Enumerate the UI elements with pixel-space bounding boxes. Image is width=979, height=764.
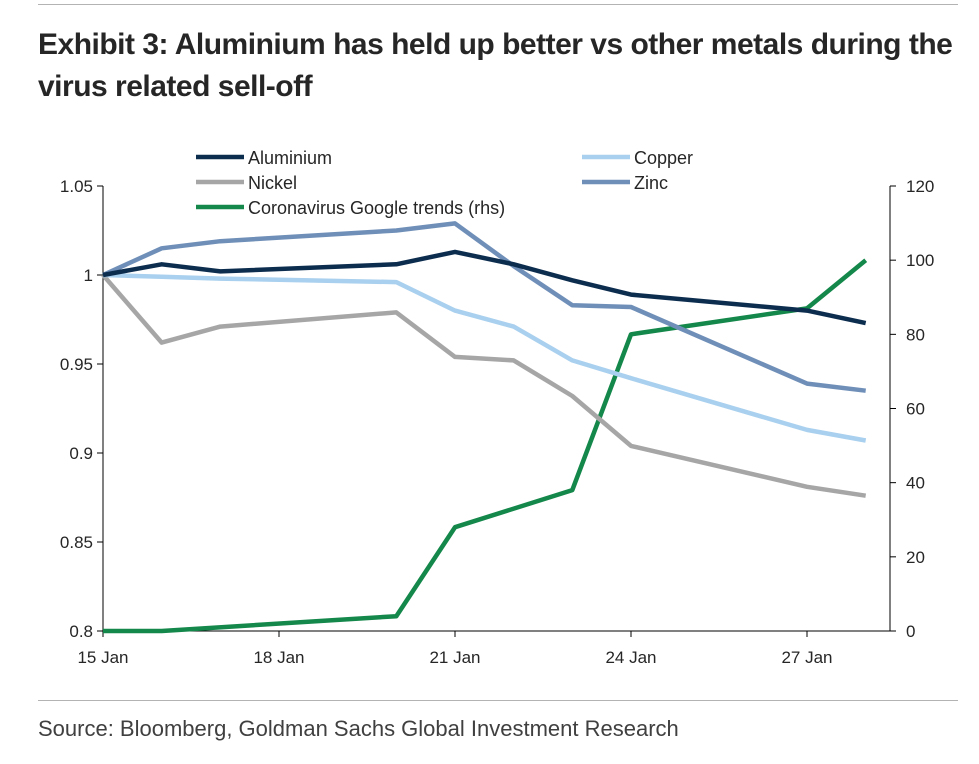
legend-label-aluminium: Aluminium xyxy=(248,148,332,168)
y-right-tick-label: 0 xyxy=(906,622,915,641)
legend-label-nickel: Nickel xyxy=(248,173,297,193)
series-line-copper xyxy=(102,272,867,443)
legend-label-zinc: Zinc xyxy=(634,173,668,193)
series-layer xyxy=(101,221,868,634)
x-tick-label: 24 Jan xyxy=(605,648,656,667)
y-right-tick-label: 20 xyxy=(906,548,925,567)
y-left-tick-label: 0.95 xyxy=(60,355,93,374)
chart-title: Exhibit 3: Aluminium has held up better … xyxy=(38,28,953,103)
x-tick-label: 21 Jan xyxy=(429,648,480,667)
bottom-rule xyxy=(38,700,958,701)
y-left-tick-label: 1 xyxy=(84,266,93,285)
y-right-tick-label: 80 xyxy=(906,325,925,344)
y-right-tick-label: 60 xyxy=(906,400,925,419)
line-chart: 0.8 0.85 0.9 0.95 1 1.05 0 20 40 60 80 100 120 15 Jan… xyxy=(60,148,934,667)
legend-label-copper: Copper xyxy=(634,148,693,168)
y-left-tick-label: 0.9 xyxy=(69,444,93,463)
legend-label-coronavirus: Coronavirus Google trends (rhs) xyxy=(248,198,505,218)
axes-layer: 0.8 0.85 0.9 0.95 1 1.05 0 20 40 60 80 100 120 15 Jan… xyxy=(60,177,934,667)
series-line-nickel xyxy=(101,273,867,498)
x-tick-label: 18 Jan xyxy=(253,648,304,667)
series-line-aluminium xyxy=(102,249,867,326)
y-left-tick-label: 0.85 xyxy=(60,533,93,552)
x-tick-label: 15 Jan xyxy=(77,648,128,667)
x-tick-label: 27 Jan xyxy=(781,648,832,667)
legend: Aluminium Copper Nickel Zinc Coronavirus Goo… xyxy=(196,148,693,218)
y-left-tick-label: 1.05 xyxy=(60,177,93,196)
y-right-tick-label: 120 xyxy=(906,177,934,196)
series-line-coronavirus xyxy=(103,258,868,634)
series-line-zinc xyxy=(102,221,866,393)
top-rule xyxy=(38,4,958,5)
source-note: Source: Bloomberg, Goldman Sachs Global … xyxy=(38,716,679,741)
y-right-tick-label: 100 xyxy=(906,251,934,270)
y-left-tick-label: 0.8 xyxy=(69,622,93,641)
y-right-tick-label: 40 xyxy=(906,474,925,493)
